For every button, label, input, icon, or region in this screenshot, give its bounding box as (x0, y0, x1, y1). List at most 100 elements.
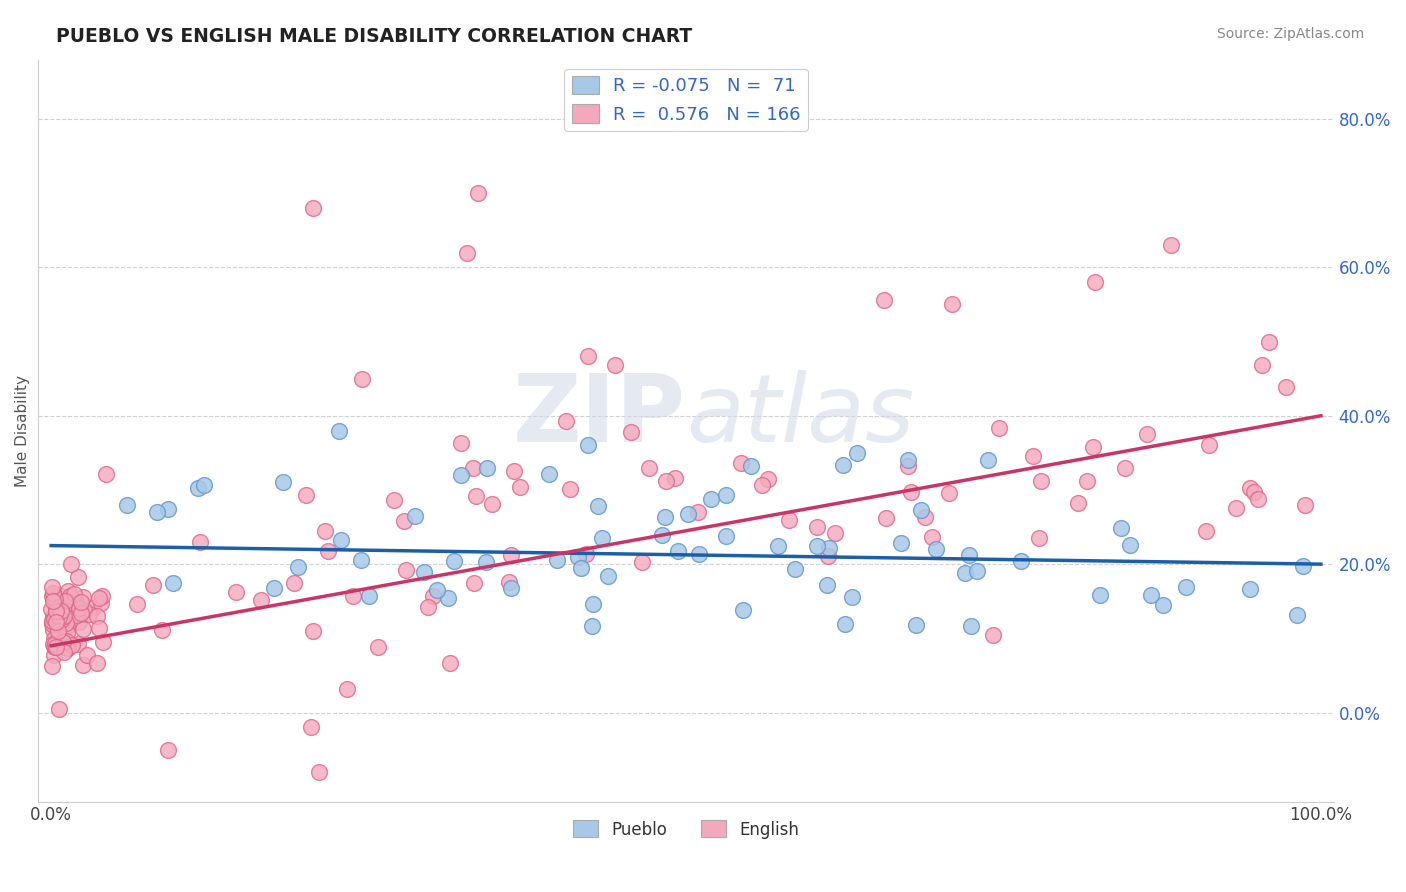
Point (392, 514, 415, 528)
Point (700, 492, 723, 507)
Point (591, 531, 613, 545)
Point (450, 468, 472, 483)
Point (1114, 461, 1136, 475)
Point (46, 624, 69, 639)
Point (69, 595, 91, 609)
Point (502, 464, 524, 478)
Point (146, 505, 169, 519)
Point (157, 743, 180, 757)
Point (42, 648, 65, 662)
Point (1294, 498, 1316, 512)
Point (48, 610, 70, 624)
Point (498, 575, 520, 590)
Point (316, 544, 339, 558)
Point (45, 604, 67, 618)
Point (56, 640, 79, 655)
Point (367, 640, 389, 654)
Point (67, 600, 90, 615)
Point (841, 590, 863, 604)
Point (1119, 538, 1142, 552)
Point (352, 371, 374, 385)
Point (42, 637, 65, 651)
Point (1247, 492, 1270, 507)
Point (157, 502, 180, 516)
Point (596, 569, 619, 583)
Point (41, 580, 63, 594)
Point (87, 591, 110, 605)
Point (56, 584, 79, 599)
Point (299, 720, 322, 734)
Point (426, 582, 449, 597)
Point (96, 467, 118, 481)
Point (456, 245, 478, 260)
Point (716, 488, 738, 502)
Point (86, 608, 108, 623)
Point (308, 764, 330, 779)
Point (960, 619, 983, 633)
Point (1031, 475, 1053, 489)
Point (342, 590, 364, 604)
Point (90, 596, 112, 610)
Text: Source: ZipAtlas.com: Source: ZipAtlas.com (1216, 27, 1364, 41)
Point (60, 638, 83, 652)
Point (42, 612, 65, 626)
Point (555, 414, 578, 428)
Point (55, 616, 77, 631)
Point (53, 645, 76, 659)
Point (481, 497, 503, 511)
Point (66, 570, 89, 584)
Point (766, 539, 789, 553)
Point (546, 552, 568, 566)
Y-axis label: Male Disability: Male Disability (15, 375, 30, 487)
Point (72, 622, 94, 636)
Point (72, 658, 94, 673)
Point (46, 588, 69, 602)
Point (578, 438, 600, 452)
Point (1243, 485, 1265, 500)
Point (806, 520, 828, 534)
Point (619, 425, 641, 440)
Point (42, 611, 65, 625)
Point (957, 548, 980, 562)
Point (73, 603, 96, 617)
Point (1291, 558, 1313, 573)
Point (87, 621, 110, 635)
Point (41, 616, 63, 631)
Point (567, 549, 589, 564)
Point (875, 511, 897, 525)
Point (51, 613, 73, 627)
Point (686, 505, 709, 519)
Point (63, 602, 86, 616)
Point (56, 641, 79, 656)
Point (66, 638, 89, 652)
Point (637, 461, 659, 475)
Point (404, 508, 426, 523)
Point (605, 358, 627, 372)
Point (817, 549, 839, 563)
Point (263, 581, 285, 595)
Point (1174, 580, 1197, 594)
Point (91, 589, 114, 603)
Legend: Pueblo, English: Pueblo, English (567, 814, 806, 846)
Text: atlas: atlas (686, 370, 914, 461)
Point (349, 553, 371, 567)
Point (86, 657, 108, 671)
Point (740, 458, 762, 473)
Point (314, 524, 336, 538)
Point (44, 637, 66, 651)
Point (65, 593, 87, 607)
Point (1195, 524, 1218, 539)
Point (966, 564, 988, 578)
Point (666, 544, 689, 558)
Point (443, 554, 465, 568)
Point (733, 602, 755, 616)
Point (49, 611, 72, 625)
Point (91, 635, 114, 649)
Point (1239, 481, 1261, 495)
Point (56, 626, 79, 640)
Point (467, 186, 489, 201)
Point (287, 559, 309, 574)
Point (1160, 238, 1182, 252)
Point (834, 617, 856, 632)
Point (1225, 500, 1247, 515)
